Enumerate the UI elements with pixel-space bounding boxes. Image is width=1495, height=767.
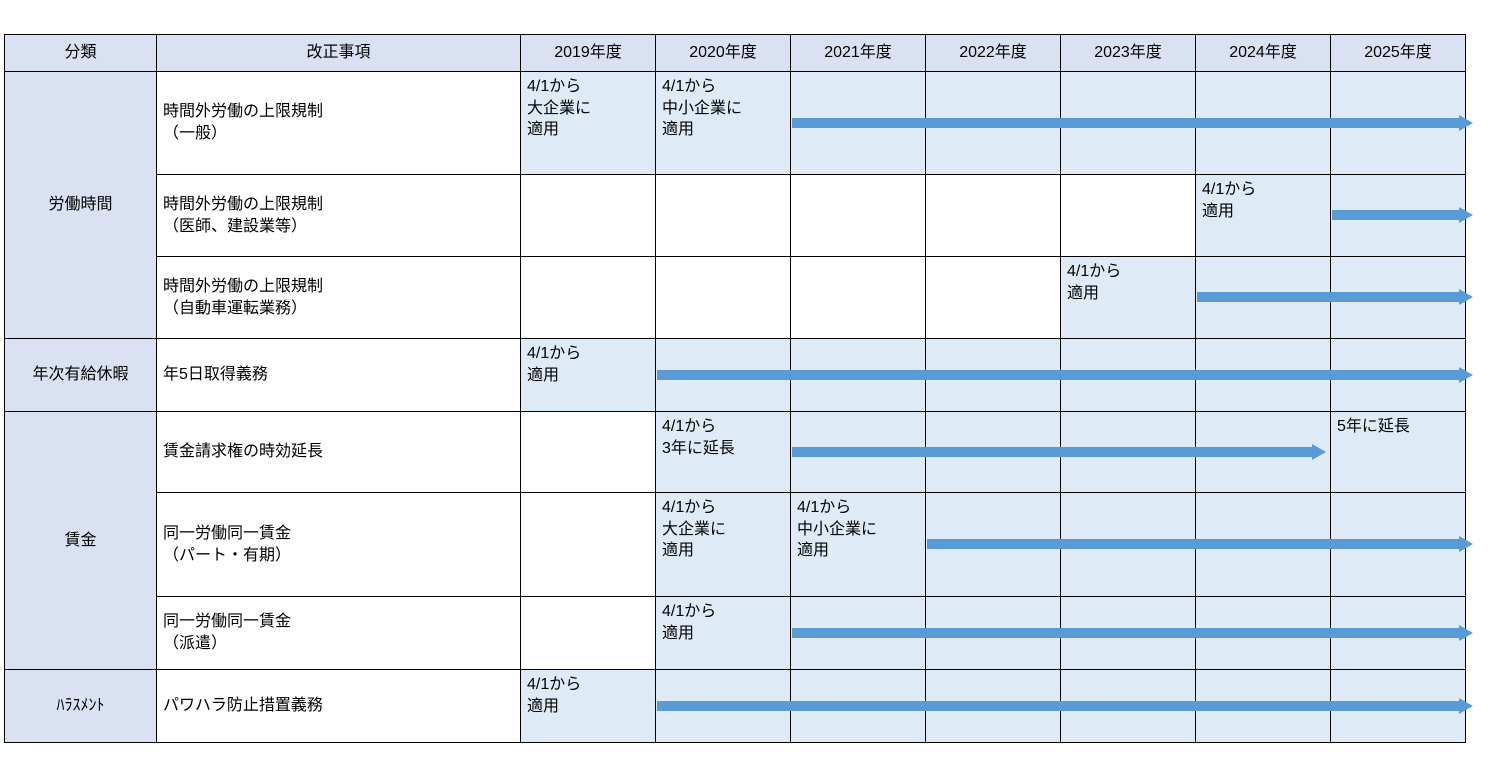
year-cell: 4/1から適用 <box>521 670 656 743</box>
year-cell: 4/1から適用 <box>656 597 791 670</box>
category-right: パワハラ防止措置義務 <box>157 670 521 743</box>
category-right: 賃金請求権の時効延長 <box>157 412 521 493</box>
header-item: 改正事項 <box>157 35 521 72</box>
timeline-arrow <box>1197 289 1473 305</box>
year-cell <box>791 257 926 339</box>
category-right: 時間外労働の上限規制（医師、建設業等） <box>157 175 521 257</box>
year-cell <box>1061 175 1196 257</box>
timeline-arrow <box>1332 207 1473 223</box>
category-left: ﾊﾗｽﾒﾝﾄ <box>5 670 157 743</box>
category-left: 年次有給休暇 <box>5 339 157 412</box>
year-cell <box>521 257 656 339</box>
year-cell: 4/1から適用 <box>1196 175 1331 257</box>
chart-root: 分類改正事項2019年度2020年度2021年度2022年度2023年度2024… <box>0 0 1495 767</box>
year-cell: 4/1から中小企業に適用 <box>656 72 791 175</box>
timeline-arrow <box>657 367 1473 383</box>
year-cell: 4/1から大企業に適用 <box>656 493 791 597</box>
category-right: 時間外労働の上限規制（自動車運転業務） <box>157 257 521 339</box>
category-right: 時間外労働の上限規制（一般） <box>157 72 521 175</box>
cell-text: 4/1から適用 <box>527 676 581 715</box>
category-left: 労働時間 <box>5 72 157 339</box>
cell-text: 4/1から大企業に適用 <box>662 499 726 559</box>
category-right: 同一労働同一賃金（パート・有期） <box>157 493 521 597</box>
year-cell <box>656 175 791 257</box>
timeline-arrow <box>927 536 1473 552</box>
year-cell: 4/1から3年に延長 <box>656 412 791 493</box>
header-category: 分類 <box>5 35 157 72</box>
year-cell <box>926 175 1061 257</box>
year-cell <box>521 412 656 493</box>
year-cell <box>791 175 926 257</box>
header-year: 2023年度 <box>1061 35 1196 72</box>
cell-text: 4/1から適用 <box>527 345 581 384</box>
year-cell <box>521 175 656 257</box>
year-cell <box>926 257 1061 339</box>
header-year: 2020年度 <box>656 35 791 72</box>
header-year: 2021年度 <box>791 35 926 72</box>
year-cell <box>656 257 791 339</box>
header-year: 2022年度 <box>926 35 1061 72</box>
year-cell: 4/1から適用 <box>521 339 656 412</box>
cell-text: 4/1から適用 <box>1067 263 1121 302</box>
header-year: 2025年度 <box>1331 35 1466 72</box>
cell-text: 4/1から3年に延長 <box>662 418 735 457</box>
cell-text: 5年に延長 <box>1337 418 1410 435</box>
timeline-arrow <box>792 625 1473 641</box>
year-cell: 4/1から大企業に適用 <box>521 72 656 175</box>
timeline-arrow <box>792 444 1326 460</box>
year-cell: 4/1から中小企業に適用 <box>791 493 926 597</box>
timeline-arrow <box>657 698 1473 714</box>
header-year: 2024年度 <box>1196 35 1331 72</box>
year-cell <box>521 597 656 670</box>
year-cell <box>521 493 656 597</box>
timeline-arrow <box>792 115 1473 131</box>
year-cell: 4/1から適用 <box>1061 257 1196 339</box>
category-right: 年5日取得義務 <box>157 339 521 412</box>
cell-text: 4/1から適用 <box>1202 181 1256 220</box>
header-year: 2019年度 <box>521 35 656 72</box>
cell-text: 4/1から適用 <box>662 603 716 642</box>
cell-text: 4/1から大企業に適用 <box>527 78 591 138</box>
cell-text: 4/1から中小企業に適用 <box>797 499 877 559</box>
category-left: 賃金 <box>5 412 157 670</box>
category-right: 同一労働同一賃金（派遣） <box>157 597 521 670</box>
year-cell: 5年に延長 <box>1331 412 1466 493</box>
cell-text: 4/1から中小企業に適用 <box>662 78 742 138</box>
